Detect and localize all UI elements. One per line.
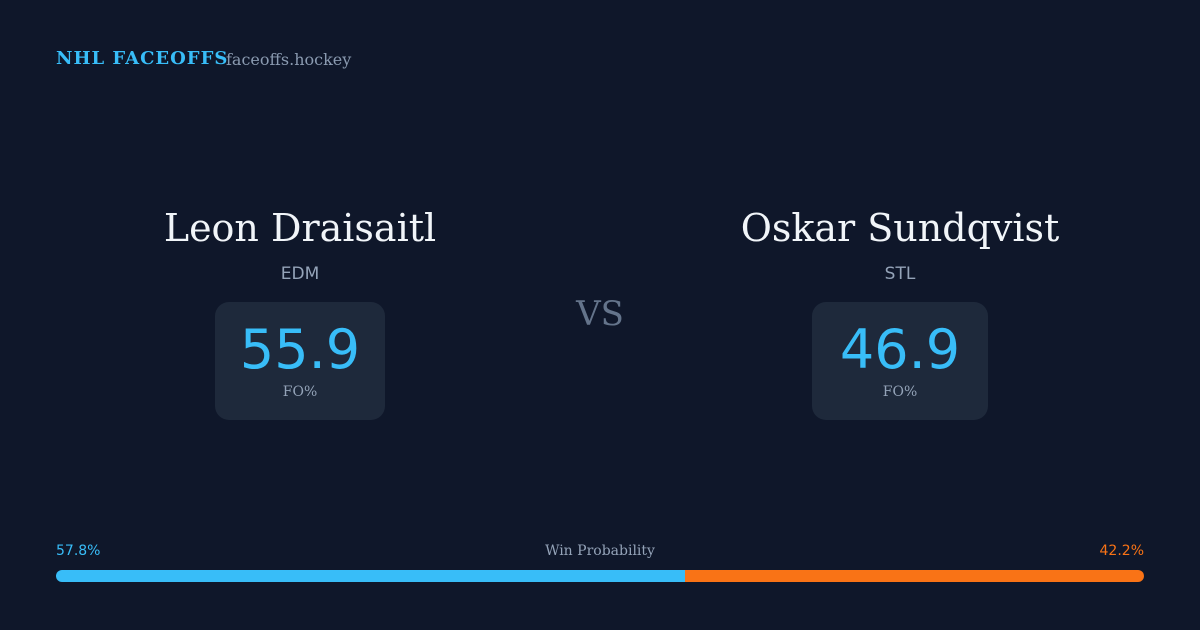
stat: 55.9	[239, 318, 361, 381]
right-probability: 42.2%	[1099, 543, 1144, 559]
player-name: Oskar Sundqvist	[740, 206, 1060, 250]
right-bar	[684, 570, 1144, 582]
title: NHL FACEOFFS	[56, 48, 229, 69]
win-probability-label: Win Probability	[545, 543, 655, 559]
left-bar	[56, 570, 685, 582]
versus: VS	[576, 294, 624, 334]
stat-label: FO%	[882, 384, 918, 400]
stat-label: FO%	[282, 384, 318, 400]
left-probability: 57.8%	[56, 543, 101, 559]
stat: 46.9	[839, 318, 961, 381]
stat-box: 55.9 FO%	[215, 302, 385, 420]
team: STL	[884, 264, 916, 284]
player-name: Leon Draisaitl	[163, 206, 437, 250]
team: EDM	[280, 264, 320, 284]
site: faceoffs.hockey	[226, 50, 352, 69]
stat-box: 46.9 FO%	[812, 302, 988, 420]
